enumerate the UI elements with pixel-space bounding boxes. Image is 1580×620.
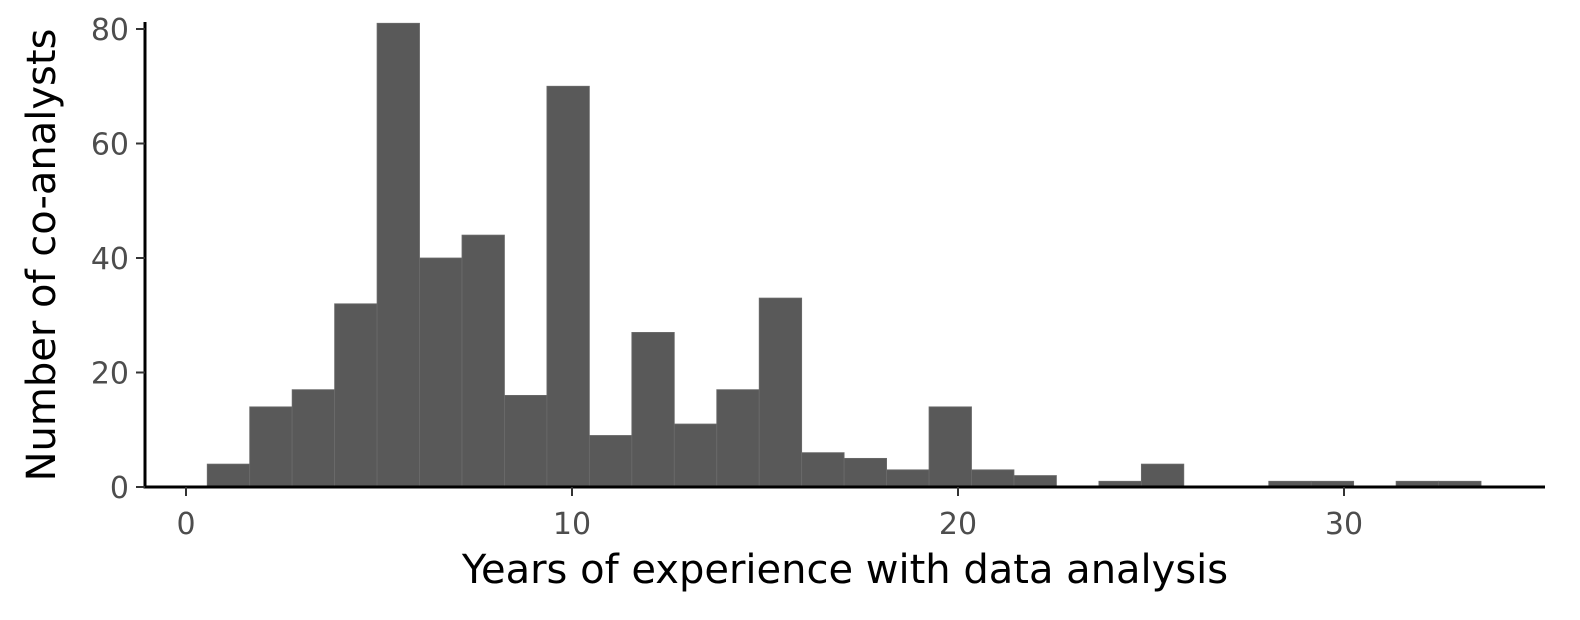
histogram-bar xyxy=(206,463,251,488)
histogram-bar xyxy=(588,435,633,488)
histogram-bar xyxy=(631,332,675,488)
histogram-bar xyxy=(801,452,845,488)
histogram-bar xyxy=(419,257,463,488)
x-tick-label: 10 xyxy=(553,507,591,542)
histogram-bar xyxy=(376,22,420,488)
x-tick-label: 20 xyxy=(939,507,977,542)
y-axis-ticks: 0 20 40 60 80 xyxy=(91,13,145,506)
x-axis-ticks: 0 10 20 30 xyxy=(176,487,1363,542)
y-tick-label: 20 xyxy=(91,357,129,392)
histogram-bar xyxy=(546,85,590,488)
x-axis-title: Years of experience with data analysis xyxy=(461,547,1228,593)
histogram-bar xyxy=(758,297,803,488)
histogram-bar xyxy=(843,457,887,488)
histogram-bar xyxy=(971,469,1015,488)
y-tick-label: 40 xyxy=(91,242,129,277)
histogram-bar xyxy=(716,389,760,488)
histogram-bar xyxy=(1013,475,1057,488)
histogram-bar xyxy=(1140,463,1185,488)
histogram-bar xyxy=(886,469,930,488)
histogram-bar xyxy=(504,394,548,488)
histogram-bar xyxy=(291,389,336,488)
y-tick-label: 60 xyxy=(91,128,129,163)
y-tick-label: 80 xyxy=(91,13,129,48)
y-axis-title: Number of co-analysts xyxy=(19,29,65,482)
y-tick-label: 0 xyxy=(110,471,129,506)
x-tick-label: 0 xyxy=(176,507,195,542)
histogram-bar xyxy=(928,406,972,488)
histogram-bar xyxy=(249,406,293,488)
histogram-bar xyxy=(461,234,505,488)
x-tick-label: 30 xyxy=(1325,507,1363,542)
histogram-bar xyxy=(673,423,718,488)
bars-group xyxy=(206,22,1482,488)
histogram-bar xyxy=(334,303,378,488)
